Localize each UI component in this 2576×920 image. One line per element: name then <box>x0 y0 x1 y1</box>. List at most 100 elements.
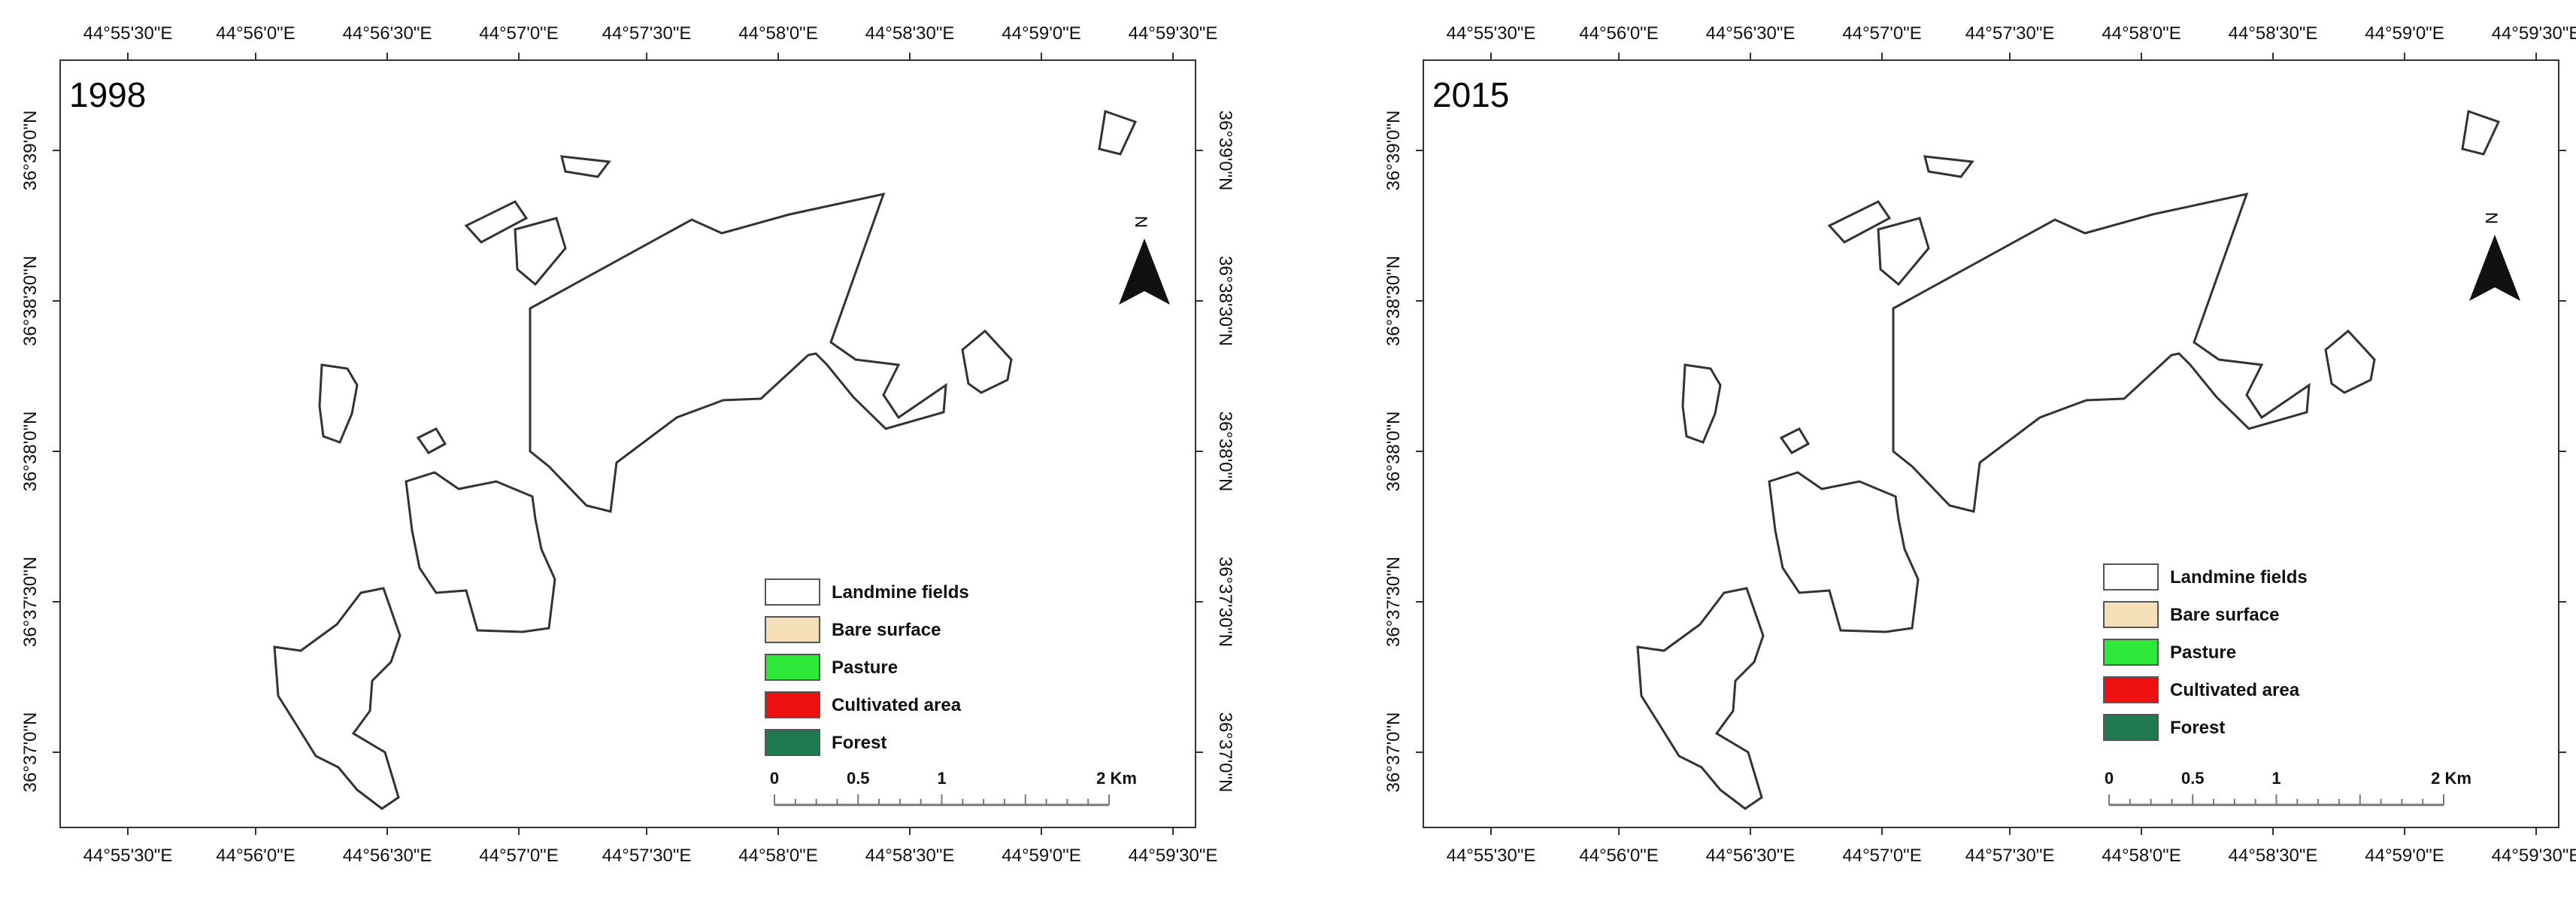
tick-label: 44°59'0"E <box>1002 23 1080 44</box>
map-panel-2015: 44°55'30"E 44°56'0"E 44°56'30"E 44°57'0"E 44… <box>1383 23 2576 866</box>
legend-swatch <box>2103 563 2159 591</box>
tick-label: 44°56'0"E <box>1579 846 1658 866</box>
bottom-tick-labels: 44°55'30"E 44°56'0"E 44°56'30"E 44°57'0"E 44… <box>1447 827 2576 866</box>
north-arrow-label: N <box>1132 216 1150 228</box>
tick-label: 36°38'0"N <box>1383 411 1404 492</box>
tick-label: 44°59'30"E <box>1129 846 1218 866</box>
tick-label: 36°38'30"N <box>1383 256 1404 346</box>
scale-label: 2 Km <box>1096 769 1137 788</box>
scale-label: 0 <box>770 769 779 788</box>
tick-label: 44°55'30"E <box>1447 846 1536 866</box>
tick-label: 44°59'30"E <box>2492 23 2576 44</box>
scale-bar: 0 0.5 1 2 Km <box>2105 769 2471 806</box>
legend-swatch <box>2103 639 2159 666</box>
tick-label: 36°37'30"N <box>1383 557 1404 647</box>
scale-label: 1 <box>937 769 946 788</box>
tick-label: 44°56'30"E <box>1706 23 1796 44</box>
left-tick-labels: 36°39'0"N 36°38'30"N 36°38'0"N 36°37'30"N 36… <box>20 111 60 793</box>
legend-label: Cultivated area <box>832 695 962 715</box>
tick-label: 44°59'30"E <box>2492 846 2576 866</box>
tick-label: 44°58'30"E <box>2229 846 2318 866</box>
legend: Landmine fields Bare surface Pasture Cultiv… <box>765 578 969 756</box>
top-tick-labels: 44°55'30"E 44°56'0"E 44°56'30"E 44°57'0"E 44… <box>1447 23 2576 60</box>
tick-label: 36°39'0"N <box>20 111 41 191</box>
legend-label: Forest <box>2170 718 2225 738</box>
tick-label: 44°58'30"E <box>865 846 955 866</box>
tick-label: 44°58'0"E <box>738 23 817 44</box>
legend-swatch <box>2103 601 2159 628</box>
north-arrow: N <box>2469 212 2520 301</box>
scale-label: 0 <box>2105 769 2114 788</box>
panel-year-label: 1998 <box>69 75 146 114</box>
tick-label: 44°58'0"E <box>2102 846 2181 866</box>
tick-label: 44°56'30"E <box>1706 846 1796 866</box>
north-arrow-label: N <box>2482 212 2501 224</box>
tick-label: 44°56'30"E <box>343 23 432 44</box>
scale-label: 0.5 <box>847 769 870 788</box>
legend-swatch <box>765 654 820 681</box>
tick-label: 44°57'30"E <box>602 23 692 44</box>
tick-label: 44°58'30"E <box>2229 23 2318 44</box>
legend-swatch <box>765 691 820 718</box>
panel-year-label: 2015 <box>1432 75 1509 114</box>
scale-label: 1 <box>2271 769 2281 788</box>
tick-label: 36°38'30"N <box>1215 256 1235 346</box>
map-panel-1998: 44°55'30"E 44°56'0"E 44°56'30"E 44°57'0"E 44… <box>20 23 1235 866</box>
tick-label: 44°56'30"E <box>343 846 432 866</box>
tick-label: 44°58'0"E <box>738 846 817 866</box>
legend: Landmine fields Bare surface Pasture Cultiv… <box>2103 563 2308 741</box>
tick-label: 44°58'0"E <box>2102 23 2181 44</box>
tick-label: 44°59'0"E <box>2365 23 2444 44</box>
tick-label: 44°59'0"E <box>2365 846 2444 866</box>
tick-label: 36°37'0"N <box>1383 712 1404 793</box>
tick-label: 36°39'0"N <box>1215 111 1235 191</box>
tick-label: 44°55'30"E <box>1447 23 1536 44</box>
legend-label: Cultivated area <box>2170 680 2300 700</box>
left-tick-labels: 36°39'0"N 36°38'30"N 36°38'0"N 36°37'30"N 36… <box>1383 111 1423 793</box>
tick-label: 44°55'30"E <box>83 846 173 866</box>
legend-label: Bare surface <box>832 620 941 640</box>
right-tick-labels: 36°39'0"N 36°38'30"N 36°38'0"N 36°37'30"N 36… <box>1196 111 1235 793</box>
legend-swatch <box>2103 676 2159 703</box>
legend-label: Bare surface <box>2170 605 2279 625</box>
tick-label: 44°56'0"E <box>216 23 295 44</box>
north-arrow-icon <box>1119 238 1170 305</box>
tick-label: 44°57'30"E <box>1965 23 2055 44</box>
top-tick-labels: 44°55'30"E 44°56'0"E 44°56'30"E 44°57'0"E 44… <box>83 23 1218 60</box>
tick-label: 36°38'0"N <box>1215 411 1235 492</box>
tick-label: 44°58'30"E <box>865 23 955 44</box>
tick-label: 44°57'30"E <box>1965 846 2055 866</box>
scale-label: 0.5 <box>2181 769 2205 788</box>
legend-label: Pasture <box>2170 642 2236 663</box>
tick-label: 36°39'0"N <box>1383 111 1404 191</box>
tick-label: 44°57'0"E <box>1842 23 1921 44</box>
tick-label: 36°38'30"N <box>20 256 41 346</box>
legend-label: Landmine fields <box>832 582 969 603</box>
tick-label: 36°37'30"N <box>1215 557 1235 647</box>
legend-swatch <box>765 616 820 643</box>
north-arrow-icon <box>2469 235 2520 301</box>
tick-label: 44°57'30"E <box>602 846 692 866</box>
tick-label: 44°59'30"E <box>1129 23 1218 44</box>
scale-bar: 0 0.5 1 2 Km <box>770 769 1137 806</box>
right-tick-labels: 36°39'0"N36°38'30"N36°38'0"N36°37'30"N36… <box>2559 150 2566 753</box>
legend-label: Pasture <box>832 657 898 678</box>
scale-label: 2 Km <box>2431 769 2471 788</box>
tick-label: 44°57'0"E <box>479 846 558 866</box>
tick-label: 44°56'0"E <box>216 846 295 866</box>
tick-label: 44°57'0"E <box>479 23 558 44</box>
tick-label: 36°38'0"N <box>20 411 41 492</box>
bottom-tick-labels: 44°55'30"E 44°56'0"E 44°56'30"E 44°57'0"E 44… <box>83 827 1218 866</box>
north-arrow: N <box>1119 216 1170 305</box>
legend-label: Forest <box>832 733 886 753</box>
legend-swatch <box>2103 714 2159 741</box>
tick-label: 36°37'30"N <box>20 557 41 647</box>
tick-label: 36°37'0"N <box>20 712 41 793</box>
tick-label: 44°55'30"E <box>83 23 173 44</box>
tick-label: 44°56'0"E <box>1579 23 1658 44</box>
legend-label: Landmine fields <box>2170 567 2308 588</box>
tick-label: 36°37'0"N <box>1215 712 1235 793</box>
legend-swatch <box>765 578 820 606</box>
tick-label: 44°57'0"E <box>1842 846 1921 866</box>
